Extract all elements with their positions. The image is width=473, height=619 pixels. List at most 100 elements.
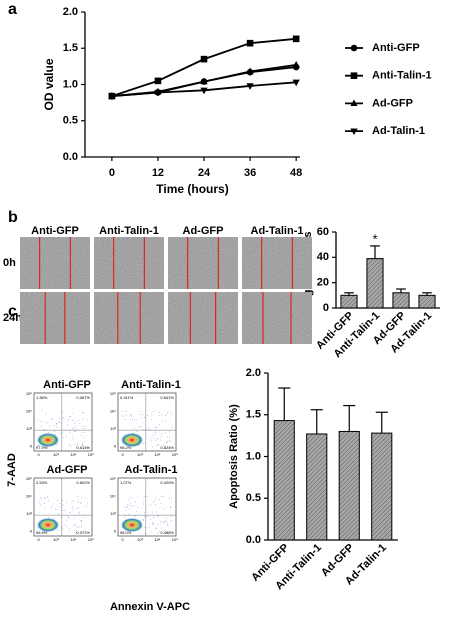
- event-dot: [66, 526, 68, 528]
- y-tick-label: 1.0: [63, 78, 78, 90]
- event-dot: [78, 513, 80, 515]
- event-dot: [69, 432, 71, 434]
- event-dot: [130, 497, 132, 498]
- event-dot: [73, 507, 74, 509]
- quadrant-percent: 0.641%: [160, 395, 174, 400]
- flow-y-tick-label: 10⁵: [26, 476, 32, 481]
- event-dot: [68, 516, 70, 518]
- flow-x-tick-label: 10⁵: [172, 452, 178, 457]
- event-dot: [40, 497, 42, 499]
- event-dot: [154, 499, 156, 501]
- event-dot: [78, 526, 80, 528]
- event-dot: [161, 435, 162, 437]
- event-dot: [68, 532, 70, 534]
- event-dot: [72, 506, 73, 508]
- legend-label: Ad-GFP: [372, 97, 413, 109]
- flow-x-tick-label: 10³: [53, 452, 59, 457]
- event-dot: [64, 510, 66, 512]
- flow-x-tick-label: 10⁴: [70, 537, 76, 542]
- event-dot: [125, 507, 127, 508]
- error-bar: [310, 409, 323, 434]
- event-dot: [133, 515, 135, 517]
- marker: [200, 87, 208, 95]
- event-dot: [80, 525, 82, 527]
- event-dot: [77, 496, 79, 497]
- event-dot: [81, 521, 82, 523]
- event-dot: [170, 513, 172, 515]
- event-dot: [64, 524, 66, 525]
- event-dot: [168, 533, 169, 535]
- event-dot: [77, 527, 79, 528]
- legend-label: Ad-Talin-1: [372, 125, 425, 137]
- event-dot: [45, 413, 47, 415]
- y-tick-label: 1.5: [63, 42, 78, 54]
- event-dot: [127, 504, 129, 505]
- event-dot: [45, 497, 47, 499]
- microscopy-texture: [168, 292, 238, 344]
- event-dot: [87, 419, 89, 420]
- event-dot: [81, 520, 83, 521]
- y-tick-label: 2.0: [63, 6, 78, 18]
- image-column-label: Anti-GFP: [31, 225, 79, 237]
- event-dot: [166, 517, 167, 519]
- event-dot: [83, 412, 84, 414]
- event-dot: [62, 411, 64, 413]
- quadrant-percent: 98.0%: [120, 530, 132, 535]
- event-dot: [71, 434, 73, 436]
- flow-x-tick-label: 10⁴: [154, 452, 160, 457]
- event-dot: [55, 423, 57, 425]
- event-dot: [161, 496, 162, 497]
- event-dot: [136, 431, 138, 432]
- event-dot: [72, 412, 74, 414]
- y-tick-label: 60: [317, 226, 329, 238]
- event-dot: [171, 497, 173, 498]
- event-dot: [73, 518, 74, 520]
- flow-y-tick-label: 0: [30, 443, 33, 448]
- event-dot: [141, 519, 143, 521]
- event-dot: [130, 413, 131, 415]
- event-dot: [156, 532, 158, 534]
- event-dot: [152, 411, 154, 412]
- flow-y-tick-label: 10³: [26, 511, 32, 516]
- event-dot: [62, 504, 64, 506]
- event-dot: [152, 523, 154, 525]
- flow-x-tick-label: 10⁴: [70, 452, 76, 457]
- event-dot: [159, 415, 160, 417]
- event-dot: [83, 418, 85, 419]
- event-dot: [59, 421, 60, 423]
- event-dot: [79, 423, 81, 424]
- event-dot: [60, 507, 62, 508]
- quadrant-percent: 0.311%: [120, 395, 134, 400]
- event-dot: [74, 430, 75, 432]
- flow-y-tick-label: 10⁴: [26, 409, 32, 414]
- event-dot: [37, 445, 39, 447]
- quadrant-percent: 96.5%: [36, 530, 48, 535]
- image-row-label: 0h: [3, 257, 16, 269]
- flow-y-tick-label: 10⁴: [110, 409, 116, 414]
- event-dot: [43, 503, 45, 505]
- event-dot: [38, 444, 40, 446]
- event-dot: [53, 518, 55, 520]
- event-dot: [41, 410, 43, 412]
- y-tick-label: 40: [317, 251, 329, 263]
- flow-x-tick-label: 10⁴: [154, 537, 160, 542]
- event-dot: [39, 502, 41, 503]
- event-dot: [152, 511, 154, 513]
- event-dot: [56, 444, 58, 446]
- event-dot: [152, 434, 154, 436]
- event-dot: [79, 520, 81, 522]
- event-dot: [44, 507, 46, 509]
- bar: [418, 294, 436, 309]
- series-line: [111, 37, 297, 97]
- event-dot: [69, 528, 70, 529]
- event-dot: [167, 441, 169, 442]
- event-dot: [155, 427, 157, 428]
- y-tick-label: 0: [323, 302, 329, 314]
- event-dot: [157, 516, 159, 518]
- event-dot: [164, 520, 166, 522]
- event-dot: [55, 508, 57, 510]
- event-dot: [147, 496, 148, 497]
- event-dot: [169, 411, 171, 413]
- event-dot: [143, 416, 145, 418]
